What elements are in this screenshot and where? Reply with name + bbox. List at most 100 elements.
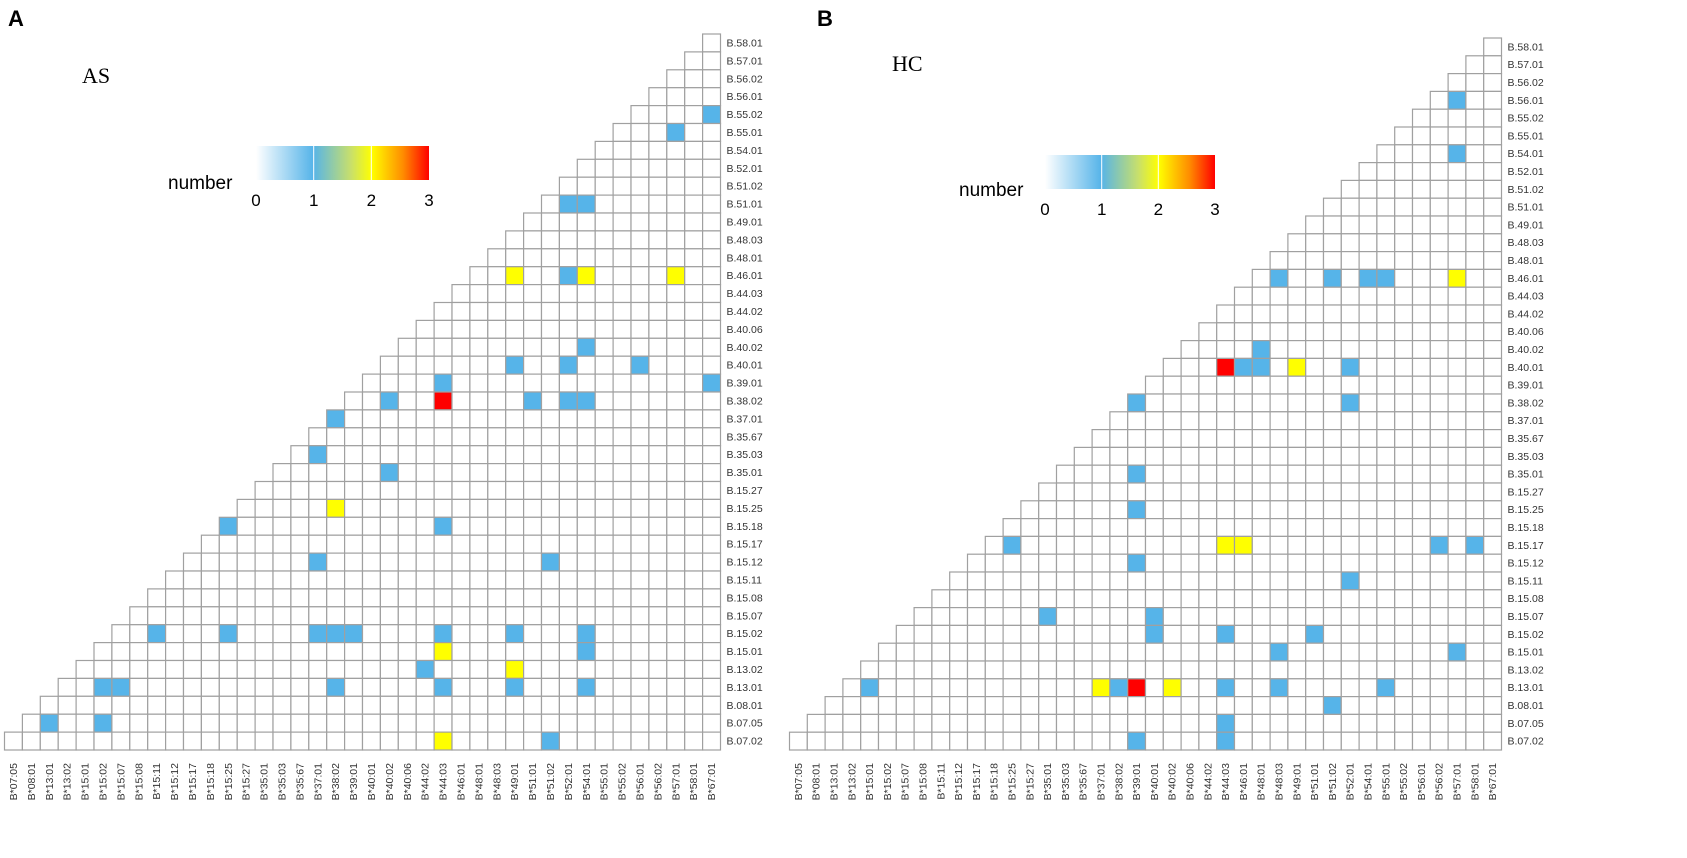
heatmap-cell	[200, 570, 220, 590]
heatmap-cell	[236, 570, 256, 590]
heatmap-cell	[1411, 713, 1431, 733]
heatmap-cell	[415, 319, 435, 339]
heatmap-cell	[540, 641, 560, 662]
heatmap-cell	[451, 427, 471, 447]
heatmap-cell	[1269, 589, 1289, 609]
heatmap-cell	[684, 248, 704, 268]
heatmap-cell	[487, 337, 507, 357]
heatmap-cell	[1447, 464, 1467, 484]
heatmap-cell	[1287, 606, 1307, 626]
heatmap-cell	[415, 337, 435, 357]
heatmap-cell	[290, 659, 310, 679]
heatmap-cell	[200, 552, 220, 572]
heatmap-cell	[272, 552, 292, 572]
heatmap-cell	[612, 355, 632, 375]
heatmap-cell	[895, 642, 915, 662]
heatmap-cell	[308, 588, 328, 608]
heatmap-cell	[540, 534, 560, 554]
heatmap-cell	[576, 516, 596, 536]
heatmap-cell	[877, 660, 897, 680]
heatmap-cell	[540, 194, 560, 214]
heatmap-cell	[487, 373, 507, 393]
heatmap-cell	[1233, 304, 1253, 324]
heatmap-cell	[361, 516, 381, 536]
heatmap-cell	[1447, 446, 1467, 466]
heatmap-cell	[949, 695, 969, 715]
heatmap-cell	[1233, 571, 1253, 591]
heatmap-cell	[1340, 695, 1360, 715]
heatmap-cell-filled	[1269, 268, 1289, 288]
heatmap-cell	[1055, 695, 1075, 715]
heatmap-cell	[1322, 411, 1342, 431]
heatmap-cell	[877, 695, 897, 715]
heatmap-cell	[1358, 233, 1378, 253]
heatmap-cell	[1340, 197, 1360, 217]
heatmap-cell	[129, 659, 149, 679]
heatmap-cell	[540, 516, 560, 536]
heatmap-cell	[379, 588, 399, 608]
heatmap-cell	[1483, 589, 1503, 609]
heatmap-cell	[326, 641, 346, 662]
heatmap-cell	[415, 624, 435, 644]
x-tick-label: B*55:02	[1398, 763, 1410, 801]
heatmap-cell	[254, 570, 274, 590]
y-tick-label: B.52.01	[727, 163, 763, 175]
heatmap-cell	[326, 480, 346, 500]
heatmap-cell	[344, 588, 364, 608]
heatmap-cell-filled	[1162, 678, 1182, 698]
heatmap-cell	[57, 695, 77, 715]
heatmap-cell-filled	[1216, 678, 1236, 698]
heatmap-cell	[1447, 553, 1467, 573]
heatmap-cell	[576, 355, 596, 375]
heatmap-cell	[522, 534, 543, 554]
heatmap-cell	[806, 731, 826, 751]
heatmap-cell	[1340, 304, 1360, 324]
heatmap-cell	[1411, 215, 1431, 235]
heatmap-cell	[182, 606, 202, 626]
heatmap-cell	[1073, 535, 1093, 555]
heatmap-cell	[469, 534, 489, 554]
heatmap-cell	[630, 427, 650, 447]
heatmap-cell	[594, 355, 614, 375]
heatmap-cell	[1287, 624, 1307, 644]
heatmap-cell	[984, 642, 1004, 662]
heatmap-cell	[451, 284, 471, 304]
x-tick-label: B*54:01	[1363, 763, 1375, 801]
heatmap-cell	[505, 516, 525, 536]
heatmap-cell	[1358, 162, 1378, 182]
heatmap-cell	[594, 212, 614, 232]
heatmap-cell	[576, 588, 596, 608]
heatmap-cell	[824, 695, 844, 715]
heatmap-cell	[236, 731, 256, 751]
heatmap-cell	[1287, 268, 1307, 288]
heatmap-cell	[648, 122, 668, 142]
heatmap-cell	[93, 731, 113, 751]
heatmap-cell	[1216, 660, 1236, 680]
heatmap-cell	[1269, 571, 1289, 591]
heatmap-cell	[1216, 642, 1236, 662]
heatmap-cell	[701, 194, 722, 214]
heatmap-cell	[666, 319, 686, 339]
heatmap-cell	[1483, 304, 1503, 324]
heatmap-cell	[684, 534, 704, 554]
heatmap-cell	[1322, 500, 1342, 520]
heatmap-cell	[1447, 589, 1467, 609]
heatmap-cell	[1429, 108, 1449, 128]
heatmap-cell	[1305, 251, 1325, 271]
heatmap-cell	[505, 570, 525, 590]
heatmap-cell	[1305, 215, 1325, 235]
heatmap-cell	[648, 695, 668, 715]
heatmap-cell	[666, 194, 686, 214]
heatmap-cell	[487, 570, 507, 590]
heatmap-cell-filled	[433, 731, 453, 751]
heatmap-cell	[1251, 589, 1271, 609]
heatmap-cell	[666, 606, 686, 626]
heatmap-cell	[415, 445, 435, 465]
y-tick-label: B.35.67	[727, 431, 763, 443]
heatmap-cell	[1483, 179, 1503, 199]
heatmap-cell	[1180, 393, 1200, 413]
heatmap-cell	[966, 695, 986, 715]
heatmap-cell	[21, 713, 41, 733]
heatmap-cell	[182, 624, 202, 644]
heatmap-cell	[272, 606, 292, 626]
